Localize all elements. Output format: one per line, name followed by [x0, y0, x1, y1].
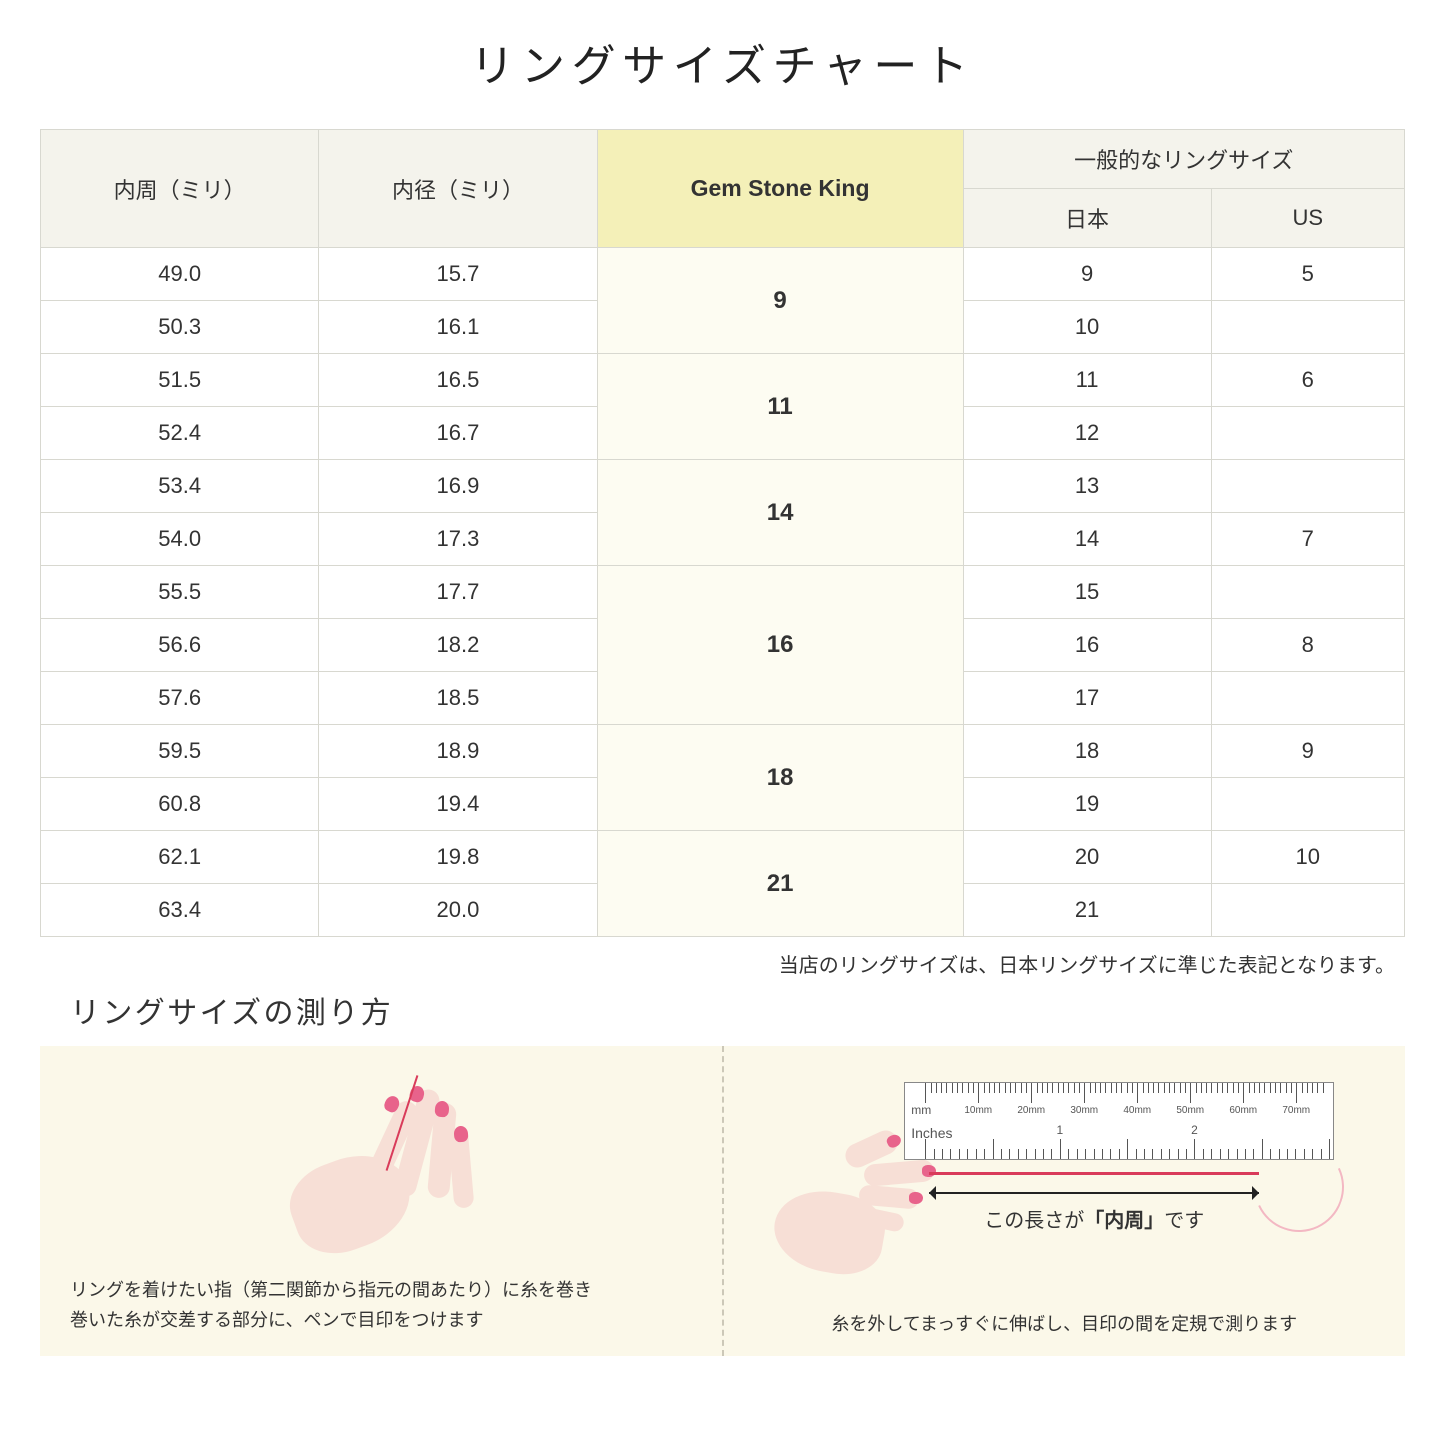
cell-diameter: 19.8 [319, 831, 597, 884]
table-row: 55.517.71615 [41, 566, 1405, 619]
cell-us: 9 [1211, 725, 1404, 778]
cell-gsk: 18 [597, 725, 963, 831]
cell-diameter: 16.5 [319, 354, 597, 407]
cell-diameter: 18.5 [319, 672, 597, 725]
cell-diameter: 16.7 [319, 407, 597, 460]
cell-us: 8 [1211, 619, 1404, 672]
cell-circumference: 53.4 [41, 460, 319, 513]
cell-us: 5 [1211, 248, 1404, 301]
cell-circumference: 62.1 [41, 831, 319, 884]
guide-text-1a: リングを着けたい指（第二関節から指元の間あたり）に糸を巻き [70, 1275, 692, 1306]
cell-gsk: 11 [597, 354, 963, 460]
cell-gsk: 16 [597, 566, 963, 725]
size-chart-table: 内周（ミリ） 内径（ミリ） Gem Stone King 一般的なリングサイズ … [40, 129, 1405, 937]
cell-circumference: 63.4 [41, 884, 319, 937]
guide-text-2: 糸を外してまっすぐに伸ばし、目印の間を定規で測ります [754, 1310, 1376, 1336]
cell-diameter: 20.0 [319, 884, 597, 937]
cell-gsk: 9 [597, 248, 963, 354]
cell-us [1211, 566, 1404, 619]
cell-circumference: 55.5 [41, 566, 319, 619]
cell-circumference: 57.6 [41, 672, 319, 725]
cell-japan: 11 [963, 354, 1211, 407]
guide-step-1: リングを着けたい指（第二関節から指元の間あたり）に糸を巻き 巻いた糸が交差する部… [40, 1046, 722, 1356]
cell-circumference: 60.8 [41, 778, 319, 831]
col-general: 一般的なリングサイズ [963, 130, 1404, 189]
table-row: 59.518.918189 [41, 725, 1405, 778]
cell-japan: 14 [963, 513, 1211, 566]
cell-diameter: 17.7 [319, 566, 597, 619]
cell-us [1211, 460, 1404, 513]
cell-circumference: 54.0 [41, 513, 319, 566]
col-japan: 日本 [963, 189, 1211, 248]
cell-circumference: 59.5 [41, 725, 319, 778]
ruler-illustration: 10mm20mm30mm40mm50mm60mm70mm12 mm Inches… [754, 1061, 1376, 1302]
mm-label: mm [911, 1103, 931, 1117]
col-gsk: Gem Stone King [597, 130, 963, 248]
hand-wrap-illustration [70, 1061, 692, 1275]
col-diameter: 内径（ミリ） [319, 130, 597, 248]
measure-arrow-icon [929, 1192, 1259, 1194]
table-row: 62.119.8212010 [41, 831, 1405, 884]
guide-text-1b: 巻いた糸が交差する部分に、ペンで目印をつけます [70, 1305, 692, 1336]
cell-japan: 17 [963, 672, 1211, 725]
thread-measure-icon [929, 1172, 1259, 1175]
howto-title: リングサイズの測り方 [70, 988, 1405, 1032]
cell-diameter: 19.4 [319, 778, 597, 831]
ruler-icon: 10mm20mm30mm40mm50mm60mm70mm12 mm Inches [904, 1082, 1334, 1160]
cell-gsk: 21 [597, 831, 963, 937]
cell-diameter: 15.7 [319, 248, 597, 301]
cell-japan: 20 [963, 831, 1211, 884]
cell-circumference: 51.5 [41, 354, 319, 407]
cell-japan: 15 [963, 566, 1211, 619]
guide-step-2: 10mm20mm30mm40mm50mm60mm70mm12 mm Inches… [722, 1046, 1406, 1356]
cell-gsk: 14 [597, 460, 963, 566]
footnote: 当店のリングサイズは、日本リングサイズに準じた表記となります。 [40, 949, 1405, 978]
cell-japan: 10 [963, 301, 1211, 354]
cell-japan: 13 [963, 460, 1211, 513]
cell-circumference: 49.0 [41, 248, 319, 301]
cell-japan: 9 [963, 248, 1211, 301]
page-title: リングサイズチャート [40, 30, 1405, 94]
col-circumference: 内周（ミリ） [41, 130, 319, 248]
cell-circumference: 56.6 [41, 619, 319, 672]
inches-label: Inches [911, 1125, 952, 1141]
cell-circumference: 52.4 [41, 407, 319, 460]
cell-japan: 19 [963, 778, 1211, 831]
table-row: 49.015.7995 [41, 248, 1405, 301]
cell-japan: 21 [963, 884, 1211, 937]
cell-diameter: 16.9 [319, 460, 597, 513]
cell-us [1211, 407, 1404, 460]
cell-diameter: 16.1 [319, 301, 597, 354]
arrow-label: この長さが「内周」です [929, 1204, 1259, 1233]
howto-guide: リングを着けたい指（第二関節から指元の間あたり）に糸を巻き 巻いた糸が交差する部… [40, 1046, 1405, 1356]
cell-japan: 12 [963, 407, 1211, 460]
cell-us: 6 [1211, 354, 1404, 407]
cell-us: 10 [1211, 831, 1404, 884]
table-row: 53.416.91413 [41, 460, 1405, 513]
cell-us [1211, 301, 1404, 354]
cell-diameter: 17.3 [319, 513, 597, 566]
cell-diameter: 18.2 [319, 619, 597, 672]
cell-us: 7 [1211, 513, 1404, 566]
cell-us [1211, 672, 1404, 725]
cell-japan: 18 [963, 725, 1211, 778]
cell-japan: 16 [963, 619, 1211, 672]
table-row: 51.516.511116 [41, 354, 1405, 407]
cell-us [1211, 778, 1404, 831]
col-us: US [1211, 189, 1404, 248]
cell-diameter: 18.9 [319, 725, 597, 778]
cell-us [1211, 884, 1404, 937]
cell-circumference: 50.3 [41, 301, 319, 354]
